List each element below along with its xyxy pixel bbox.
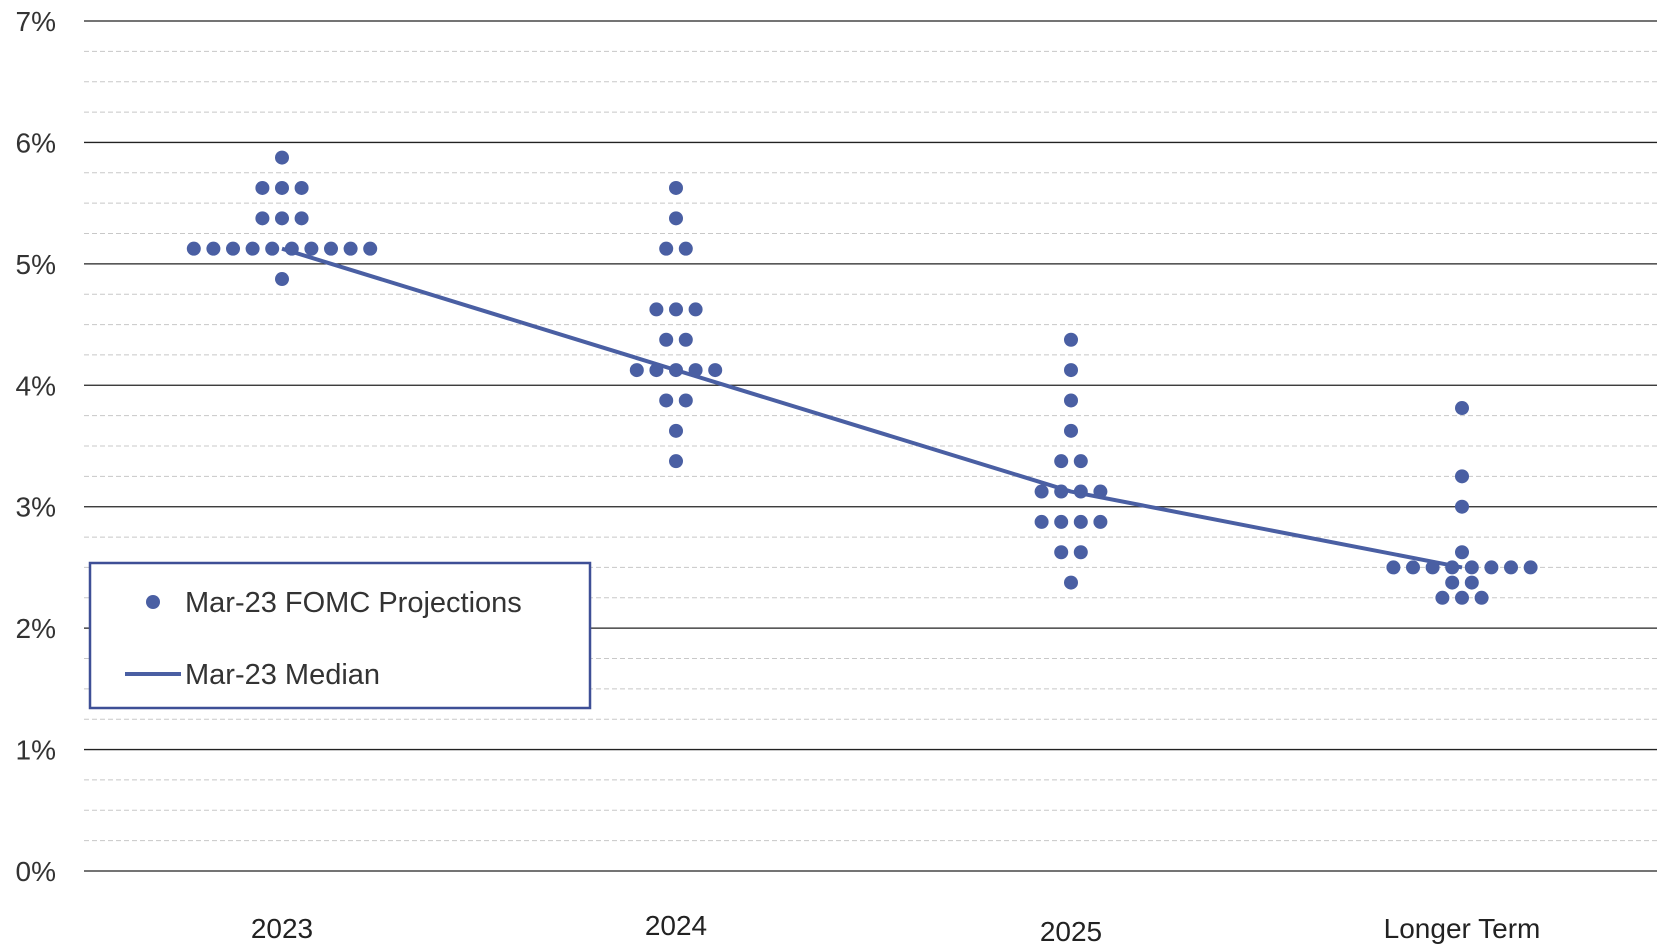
projection-dot [649,302,664,317]
projection-dot [708,363,723,378]
projection-dot [1054,545,1069,560]
projection-dot [669,180,683,195]
projection-dot [294,211,309,226]
projection-dot [294,180,309,195]
projection-dot [1054,454,1069,469]
projection-dot [265,241,280,256]
projection-dot [1093,484,1108,499]
projection-dot [255,180,270,195]
y-tick-label: 1% [16,735,56,766]
projection-dot [1054,484,1069,499]
x-axis-ticks: 2023 2024 2025 Longer Term [251,910,1540,947]
projection-dot [363,241,378,256]
projection-dot [275,211,289,226]
projection-dot [284,241,299,256]
projection-dot [1445,560,1460,575]
projection-dot [669,211,683,226]
y-tick-label: 4% [16,370,56,401]
projection-dot [1064,393,1078,408]
projection-dot [688,302,703,317]
legend-dots-label: Mar-23 FOMC Projections [185,587,522,619]
x-tick-label: 2024 [645,910,707,941]
projection-dot [1034,514,1049,529]
legend-box [88,561,592,710]
grid-lines [84,20,1657,872]
projection-dot [1425,560,1440,575]
projection-dot [629,363,644,378]
projection-dot [1455,401,1469,416]
projection-dot [255,211,270,226]
projection-dot [669,302,683,317]
projection-dot [275,150,289,165]
y-tick-label: 2% [16,613,56,644]
projection-dot [304,241,319,256]
projection-dot [659,332,674,347]
projection-dot [275,180,289,195]
projection-dot [1455,469,1469,484]
projection-dot [1445,575,1460,590]
projection-dot [324,241,338,256]
projection-dot [1093,514,1108,529]
projection-dot [1435,590,1450,605]
projection-dot [678,332,693,347]
x-tick-label: 2025 [1040,916,1102,947]
median-line-layer [281,246,1463,570]
projection-dot [669,423,683,438]
projection-dot [1073,514,1088,529]
projection-dot [1455,545,1469,560]
projection-dot [659,393,674,408]
projection-dot [245,241,260,256]
projection-dot [1523,560,1538,575]
projection-dot [1464,560,1479,575]
legend-line-label: Mar-23 Median [185,659,380,691]
projection-dot [1054,514,1069,529]
projection-dot [1504,560,1518,575]
projection-dot [1073,484,1088,499]
projection-dot [343,241,358,256]
projection-dot [1455,499,1469,514]
projection-dot [1073,545,1088,560]
projection-dot [186,241,201,256]
x-tick-label: Longer Term [1384,913,1541,944]
projection-dot [1406,560,1420,575]
y-tick-label: 3% [16,492,56,523]
projection-dot [669,454,683,469]
projection-dot [275,272,289,287]
y-tick-label: 6% [16,127,56,158]
projection-dot [1386,560,1401,575]
projection-dot [1073,454,1088,469]
projection-dot [688,363,703,378]
chart-legend: Mar-23 FOMC Projections Mar-23 Median [88,561,592,710]
x-tick-label: 2023 [251,913,313,944]
projection-dot [659,241,674,256]
y-tick-label: 5% [16,249,56,280]
projection-dot [1464,575,1479,590]
projection-dots-layer [186,150,1538,605]
projection-dot [1064,363,1078,378]
projection-dot [1455,590,1469,605]
projection-dot [226,241,240,256]
projection-dot [1484,560,1499,575]
y-tick-label: 0% [16,856,56,887]
y-tick-label: 7% [16,6,56,37]
y-axis-ticks: 0% 1% 2% 3% 4% 5% 6% 7% [16,6,56,887]
projection-dot [1034,484,1049,499]
projection-dot [1064,332,1078,347]
projection-dot [1474,590,1489,605]
projection-dot [1064,575,1078,590]
projection-dot [649,363,664,378]
median-line [281,246,1463,570]
projection-dot [1064,423,1078,438]
projection-dot [678,241,693,256]
legend-dot-marker [146,595,160,609]
projection-dot [669,363,683,378]
projection-dot [206,241,221,256]
projection-dot [678,393,693,408]
